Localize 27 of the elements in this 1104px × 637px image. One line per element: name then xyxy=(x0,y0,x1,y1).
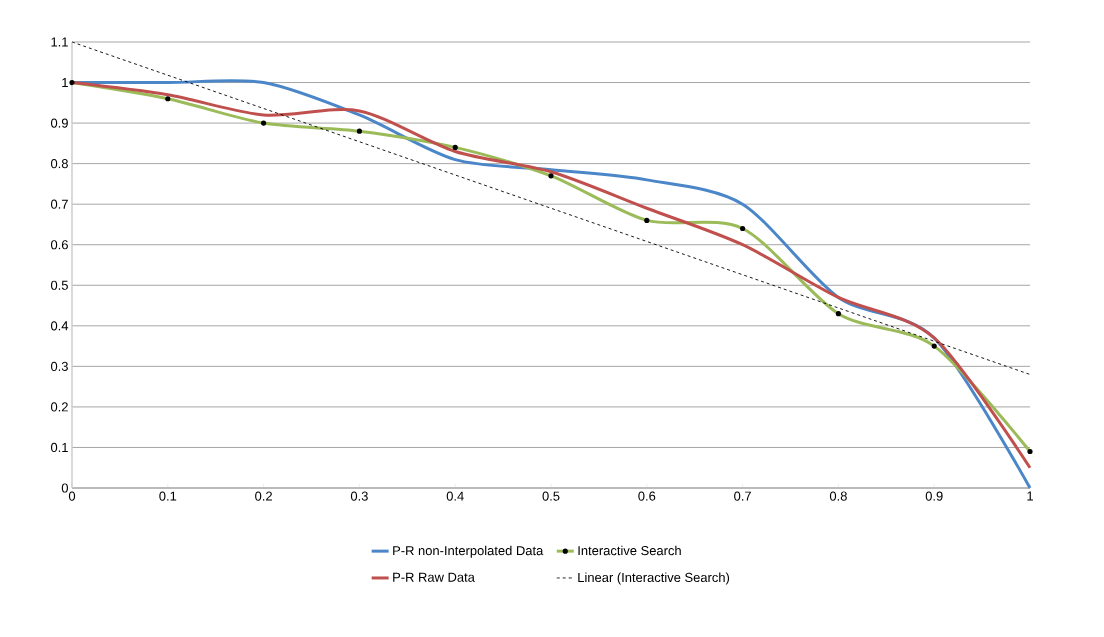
y-tick-label: 0.9 xyxy=(50,118,68,128)
y-tick-label: 0.4 xyxy=(50,321,69,331)
x-tick-label: 0.6 xyxy=(638,491,656,501)
x-tick-label: 0.5 xyxy=(542,491,560,501)
y-tick-label: 0.2 xyxy=(50,402,68,412)
legend-label: Interactive Search xyxy=(578,545,681,556)
legend-label: Linear (Interactive Search) xyxy=(578,572,730,585)
x-tick-label: 0.3 xyxy=(350,491,368,501)
y-tick-label: 0.5 xyxy=(50,280,68,290)
x-tick-label: 0 xyxy=(68,491,76,501)
y-tick-label: 1.1 xyxy=(51,37,68,47)
y-tick-label: 1 xyxy=(62,78,68,87)
x-tick-label: 0.4 xyxy=(446,491,464,501)
x-tick-label: 0.9 xyxy=(925,491,943,501)
x-tick-label: 0.2 xyxy=(255,491,272,501)
y-tick-label: 0.1 xyxy=(50,442,68,453)
x-tick-label: 1 xyxy=(1027,491,1033,501)
y-tick-label: 0.8 xyxy=(50,159,68,169)
x-tick-label: 0.8 xyxy=(829,491,847,501)
legend-label: P-R non-Interpolated Data xyxy=(393,545,544,558)
y-tick-label: 0.3 xyxy=(50,361,68,371)
x-tick-label: 0.7 xyxy=(734,491,751,501)
legend-label: P-R Raw Data xyxy=(393,572,475,582)
y-tick-label: 0.6 xyxy=(50,240,68,250)
y-tick-label: 0.7 xyxy=(50,199,68,209)
y-tick-label: 0 xyxy=(61,483,68,493)
x-tick-label: 0.1 xyxy=(159,491,177,501)
